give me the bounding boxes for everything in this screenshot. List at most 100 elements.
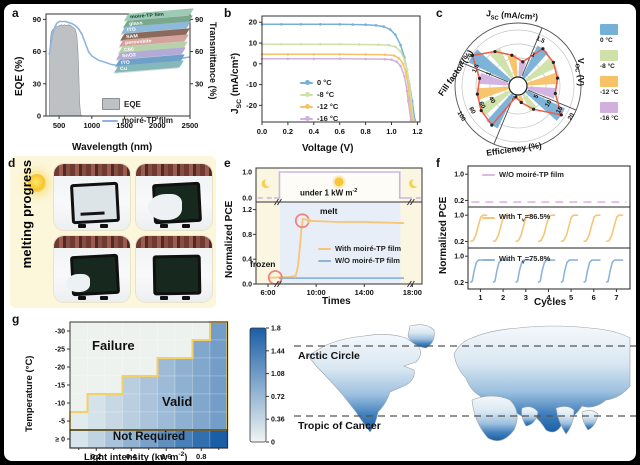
- svg-text:20: 20: [249, 18, 257, 27]
- snow-covered-panel: [69, 181, 121, 225]
- panel-label-a: a: [12, 6, 19, 20]
- b-legend-item--12°C: -12 °C: [300, 102, 338, 111]
- panel-c-polar-performance: c 1 1.5 2 1 1.5 40 60 80 100 5 10 15 20 JSC (mA/cm²)…: [434, 6, 636, 158]
- c-legend-swatch: [600, 24, 618, 35]
- melting-progress-caption: melting progress: [19, 159, 34, 269]
- svg-text:-10: -10: [55, 401, 65, 408]
- photo-melt-stage-4: [136, 236, 212, 302]
- svg-text:1: 1: [485, 70, 493, 77]
- f-label-t86-text: With Tv=86.5%: [499, 212, 551, 224]
- a-xlabel: Wavelength (nm): [72, 142, 153, 153]
- svg-text:-20: -20: [246, 101, 257, 110]
- svg-text:0.4: 0.4: [126, 452, 137, 461]
- stack-layer-label: Cu: [119, 65, 128, 72]
- svg-text:1.44: 1.44: [271, 348, 285, 355]
- series-line-swatch: [300, 116, 313, 121]
- svg-text:0.0: 0.0: [257, 127, 267, 136]
- svg-text:0.0: 0.0: [242, 196, 252, 203]
- svg-text:100: 100: [456, 110, 468, 123]
- c-legend-label: 0 °C: [600, 37, 613, 44]
- b-legend-label: -12 °C: [317, 102, 339, 111]
- pce-time-chart: 1.0 0.0 1.2 0.8 0.4 0.0 6:00 10:00 14:00 18:00: [242, 167, 423, 297]
- svg-text:0.4: 0.4: [309, 127, 320, 136]
- g-region-valid: Valid: [162, 394, 193, 409]
- svg-text:1.2: 1.2: [242, 207, 252, 214]
- photo-melt-stage-3: [54, 236, 130, 302]
- svg-text:0.2: 0.2: [454, 280, 464, 287]
- svg-text:1.0: 1.0: [386, 127, 396, 136]
- svg-text:1.8: 1.8: [271, 326, 281, 333]
- svg-text:90: 90: [33, 15, 41, 24]
- svg-text:2500: 2500: [182, 121, 199, 130]
- a-legend-eqe: EQE: [102, 98, 141, 110]
- f-label-t75: With Tv=75.8%: [482, 254, 550, 266]
- continent-india: [555, 406, 575, 435]
- stack-layer-label: ITO: [127, 26, 137, 33]
- series-line-swatch: [300, 80, 313, 85]
- c-legend-swatch: [600, 76, 618, 87]
- a-legend-film: moiré-TP film: [102, 116, 173, 125]
- world-map-svg: [294, 324, 636, 441]
- panel-label-f: f: [436, 156, 440, 170]
- b-legend-label: -8 °C: [317, 90, 335, 99]
- svg-text:-5: -5: [59, 419, 65, 426]
- svg-text:0.8: 0.8: [196, 452, 206, 461]
- panel-foot: [100, 224, 108, 228]
- jv-chart: 20 10 0 -10 -20 0.0 0.2 0.4 0.6 0.8 1.0 1.2: [246, 15, 423, 136]
- svg-text:1: 1: [530, 51, 537, 59]
- panel-foot: [160, 296, 168, 300]
- c-legend-label: -12 °C: [600, 89, 619, 96]
- c-legend-swatch: [600, 50, 618, 61]
- a-ylabel-right: Transmittance (%): [208, 22, 218, 100]
- continent-greenland: [407, 324, 435, 349]
- svg-text:0.8: 0.8: [360, 127, 370, 136]
- b-legend-item--8°C: -8 °C: [300, 90, 334, 99]
- snow-patch: [66, 274, 90, 292]
- svg-text:18:00: 18:00: [403, 288, 422, 297]
- panel-a-eqe-transmittance: a 0 30 60 90 30 60 90 500 1000 1500 2000 2500 EQE (…: [10, 6, 222, 156]
- panel-foot: [182, 224, 190, 228]
- svg-text:1.0: 1.0: [454, 172, 464, 179]
- b-xlabel: Voltage (V): [302, 143, 354, 154]
- svg-text:0.2: 0.2: [454, 239, 464, 246]
- b-ylabel: JSC (mA/cm²): [230, 52, 243, 114]
- svg-text:5: 5: [569, 293, 573, 302]
- svg-text:30: 30: [195, 79, 203, 88]
- b-legend-item--16°C: -16 °C: [300, 114, 338, 123]
- svg-text:0.2: 0.2: [454, 198, 464, 205]
- device-stack-inset: moiré-TP film glass ITO SAM perovskite C60 SnO…: [112, 8, 202, 81]
- b-legend-label: 0 °C: [317, 78, 332, 87]
- f-label-t86: With Tv=86.5%: [482, 212, 550, 224]
- svg-text:0.2: 0.2: [91, 452, 101, 461]
- f-label-t75-text: With Tv=75.8%: [499, 254, 551, 266]
- svg-text:0.0: 0.0: [242, 282, 252, 289]
- svg-text:0.72: 0.72: [271, 394, 285, 401]
- series-line-swatch: [300, 92, 313, 97]
- a-legend-eqe-label: EQE: [124, 99, 141, 109]
- svg-text:-30: -30: [55, 329, 65, 336]
- g-ylabel: Temperature (°C): [24, 355, 35, 432]
- panel-foot: [78, 296, 86, 300]
- wo-film-line-swatch: [482, 173, 495, 176]
- c-axis-voc: VOC (V): [573, 58, 586, 87]
- film-line-swatch: [102, 119, 118, 122]
- svg-text:2: 2: [501, 293, 505, 302]
- svg-text:0.4: 0.4: [242, 257, 252, 264]
- svg-text:5: 5: [533, 93, 541, 100]
- svg-text:10:00: 10:00: [307, 288, 326, 297]
- svg-text:-15: -15: [55, 383, 65, 390]
- e-ylabel: Normalized PCE: [224, 200, 235, 278]
- a-legend-film-label: moiré-TP film: [122, 116, 173, 125]
- svg-text:≥ 0: ≥ 0: [55, 437, 65, 444]
- svg-text:-20: -20: [55, 365, 65, 372]
- a-ylabel-left: EQE (%): [14, 56, 25, 96]
- svg-text:10: 10: [249, 39, 257, 48]
- panel-foot: [100, 296, 108, 300]
- photo-background-wall: [136, 236, 212, 248]
- eqe-transmittance-chart: 0 30 60 90 30 60 90 500 1000 1500 2000 2500: [33, 13, 203, 130]
- svg-text:1.2: 1.2: [412, 127, 422, 136]
- g-xlabel: Light intensity (kw m-2): [84, 451, 188, 464]
- g-region-failure: Failure: [92, 338, 135, 353]
- svg-text:1.5: 1.5: [535, 35, 546, 45]
